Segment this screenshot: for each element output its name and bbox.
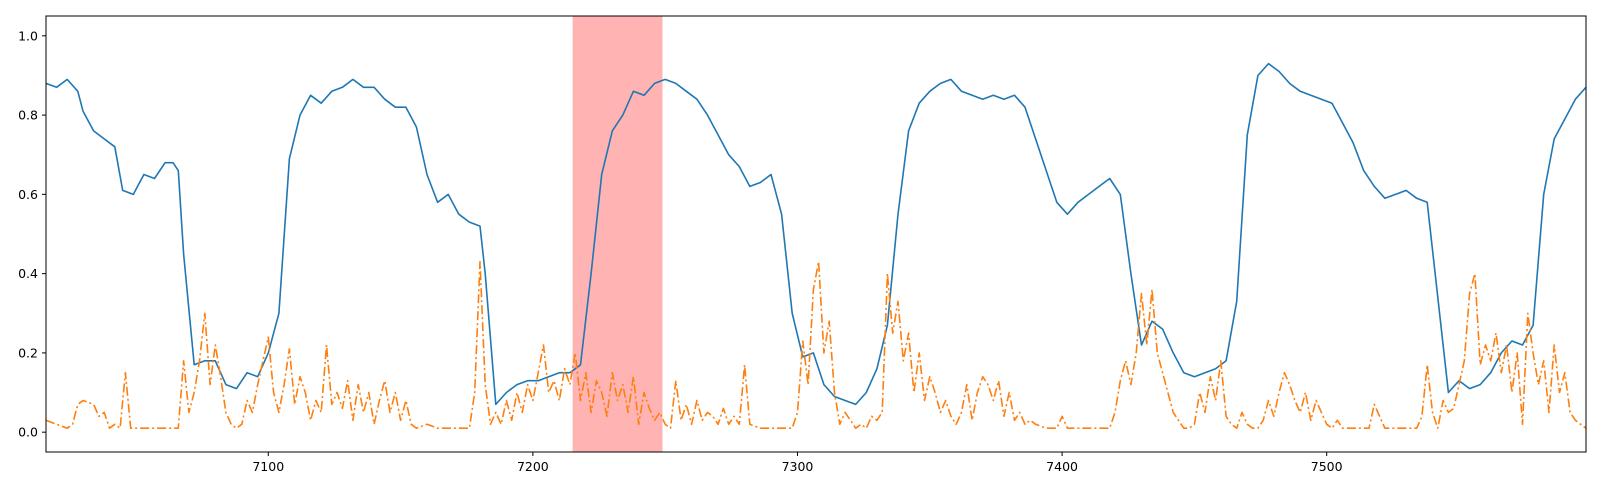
x-tick-label: 7400: [1046, 459, 1078, 474]
highlight-span: [572, 16, 663, 452]
x-tick-label: 7300: [782, 459, 814, 474]
axes-frame: [45, 15, 1587, 453]
x-tick-label: 7100: [252, 459, 284, 474]
axes: 7100 7200 7300 7400 7500 0.0 0.2 0.4 0.6 0.8 1.0: [18, 15, 1587, 474]
y-tick-label: 0.2: [18, 345, 38, 360]
y-tick-label: 0.4: [18, 266, 38, 281]
y-tick-label: 1.0: [18, 28, 38, 43]
plot-area: [46, 16, 1586, 452]
x-tick-label: 7200: [517, 459, 549, 474]
y-tick-label: 0.0: [18, 425, 38, 440]
series-line-2: [46, 260, 1586, 429]
y-tick-label: 0.6: [18, 187, 38, 202]
y-tick-label: 0.8: [18, 108, 38, 123]
series-line-1: [46, 62, 1586, 406]
plot-content: [46, 16, 1586, 452]
x-tick-label: 7500: [1311, 459, 1343, 474]
